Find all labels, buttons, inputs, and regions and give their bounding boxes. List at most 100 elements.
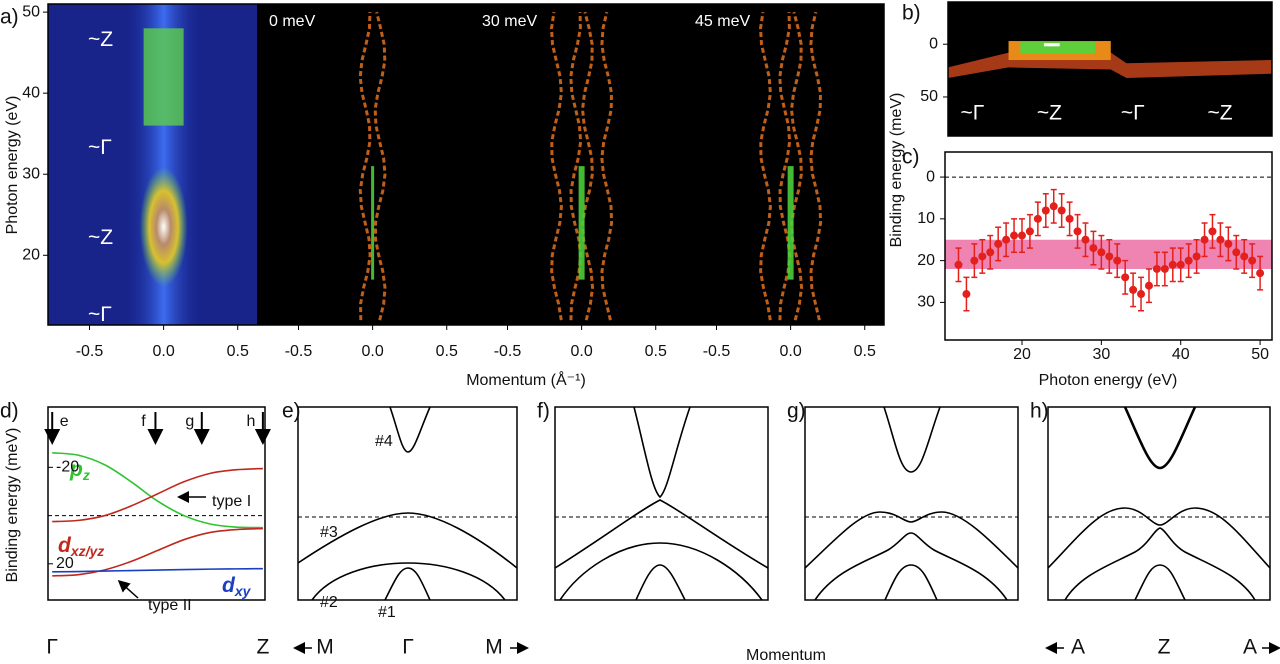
x-tick-label: 0.5 bbox=[436, 343, 458, 360]
band-curve bbox=[1047, 507, 1271, 569]
point bbox=[986, 248, 995, 257]
panel-frame bbox=[947, 1, 1273, 137]
y-tick-label: 50 bbox=[22, 3, 40, 20]
x-axis-label: Momentum bbox=[746, 647, 826, 664]
intensity bbox=[1043, 43, 1060, 47]
panel-label: g) bbox=[787, 400, 806, 423]
annotation: type II bbox=[148, 597, 192, 614]
intensity bbox=[139, 166, 188, 287]
series-label: pz bbox=[69, 458, 90, 483]
point bbox=[1232, 248, 1241, 257]
panel-frame bbox=[1047, 406, 1271, 601]
point bbox=[1200, 235, 1209, 244]
panel-label: f) bbox=[537, 400, 550, 423]
x-tick-label: M bbox=[316, 636, 334, 659]
intensity bbox=[358, 12, 372, 321]
band-curve bbox=[1134, 564, 1186, 601]
marker-label: h bbox=[246, 413, 255, 430]
point bbox=[1089, 244, 1098, 253]
point bbox=[1057, 206, 1066, 215]
annotation: ~Z bbox=[88, 28, 113, 51]
point bbox=[1137, 290, 1146, 299]
series-line bbox=[52, 567, 263, 573]
x-tick-label: Γ bbox=[402, 636, 414, 659]
intensity bbox=[759, 11, 772, 321]
annotation: ~Z bbox=[1208, 102, 1233, 125]
band-schematics: Momentum e) #4 #3 #2 #1 M Γ Mf) g) h) A Z A bbox=[282, 400, 1280, 664]
y-axis-label: Binding energy (meV) bbox=[888, 93, 905, 248]
point bbox=[1081, 235, 1090, 244]
point bbox=[1097, 248, 1106, 257]
band-label: #2 bbox=[320, 594, 338, 611]
band-curve bbox=[804, 511, 1019, 569]
panel-label: a) bbox=[0, 6, 19, 29]
y-tick-label: 0 bbox=[926, 168, 935, 185]
point bbox=[1184, 256, 1193, 265]
point bbox=[1041, 206, 1050, 215]
y-axis-label: Photon energy (eV) bbox=[4, 96, 21, 235]
annotation: ~Z bbox=[88, 226, 113, 249]
point bbox=[1017, 231, 1026, 240]
annotation: ~Γ bbox=[960, 102, 984, 125]
x-tick-label: 0.0 bbox=[779, 343, 801, 360]
panel-label: h) bbox=[1030, 400, 1049, 423]
y-tick-label: 0 bbox=[929, 35, 938, 52]
x-tick-label: 0.0 bbox=[570, 343, 592, 360]
series-label-sub: xz/yz bbox=[70, 543, 104, 559]
point bbox=[1049, 202, 1058, 211]
point bbox=[994, 239, 1003, 248]
panel-label: d) bbox=[0, 400, 19, 423]
series-label-main: d bbox=[58, 534, 72, 557]
annotation: ~Γ bbox=[88, 303, 112, 326]
intensity bbox=[581, 11, 595, 321]
band-curve bbox=[635, 564, 686, 601]
panel-title: 45 meV bbox=[695, 13, 750, 30]
series-line bbox=[52, 467, 263, 523]
x-tick-label: 40 bbox=[1172, 346, 1190, 363]
point bbox=[1065, 214, 1074, 223]
x-tick-label: A bbox=[1071, 636, 1085, 659]
panel-label: b) bbox=[902, 2, 921, 25]
band-curve bbox=[554, 499, 769, 569]
band-curve bbox=[884, 564, 938, 601]
point bbox=[1121, 273, 1130, 282]
series-label-main: d bbox=[222, 574, 236, 597]
series-label-main: p bbox=[69, 458, 83, 481]
x-tick-label: 0.5 bbox=[645, 343, 667, 360]
panel-frame bbox=[804, 406, 1019, 601]
x-tick-label: 50 bbox=[1251, 346, 1269, 363]
y-tick-label: 20 bbox=[22, 247, 40, 264]
panel-frame bbox=[47, 3, 885, 326]
x-tick-label: 0.5 bbox=[227, 343, 249, 360]
x-tick-label: 20 bbox=[1013, 346, 1031, 363]
band-curve bbox=[311, 562, 506, 601]
band-curve bbox=[633, 406, 691, 499]
series-label: dxz/yz bbox=[58, 534, 104, 559]
point bbox=[1033, 214, 1042, 223]
point bbox=[1240, 252, 1249, 261]
x-tick-label: 0.0 bbox=[152, 343, 174, 360]
x-tick-label: Γ bbox=[46, 636, 58, 659]
series-line bbox=[52, 527, 263, 577]
panel-frame bbox=[47, 406, 266, 601]
y-tick-label: 40 bbox=[22, 84, 40, 101]
y-tick-label: 20 bbox=[917, 252, 935, 269]
x-axis-label: Momentum (Å⁻¹) bbox=[466, 370, 586, 389]
y-tick-label: 10 bbox=[917, 210, 935, 227]
panel-title: 0 meV bbox=[269, 13, 316, 30]
point bbox=[1010, 231, 1019, 240]
x-tick-label: -0.5 bbox=[285, 343, 313, 360]
panel-frame bbox=[297, 406, 518, 601]
y-tick-label: 30 bbox=[917, 294, 935, 311]
band-curve bbox=[1064, 527, 1256, 601]
point bbox=[1152, 264, 1161, 273]
arrow bbox=[117, 580, 139, 599]
point bbox=[1025, 227, 1034, 236]
panel-label: c) bbox=[902, 146, 920, 169]
series-line bbox=[52, 452, 263, 529]
marker-label: e bbox=[60, 413, 69, 430]
x-tick-label: -0.5 bbox=[494, 343, 522, 360]
annotation: ~Γ bbox=[1121, 102, 1145, 125]
band-curve bbox=[384, 567, 431, 601]
point bbox=[1168, 260, 1177, 269]
